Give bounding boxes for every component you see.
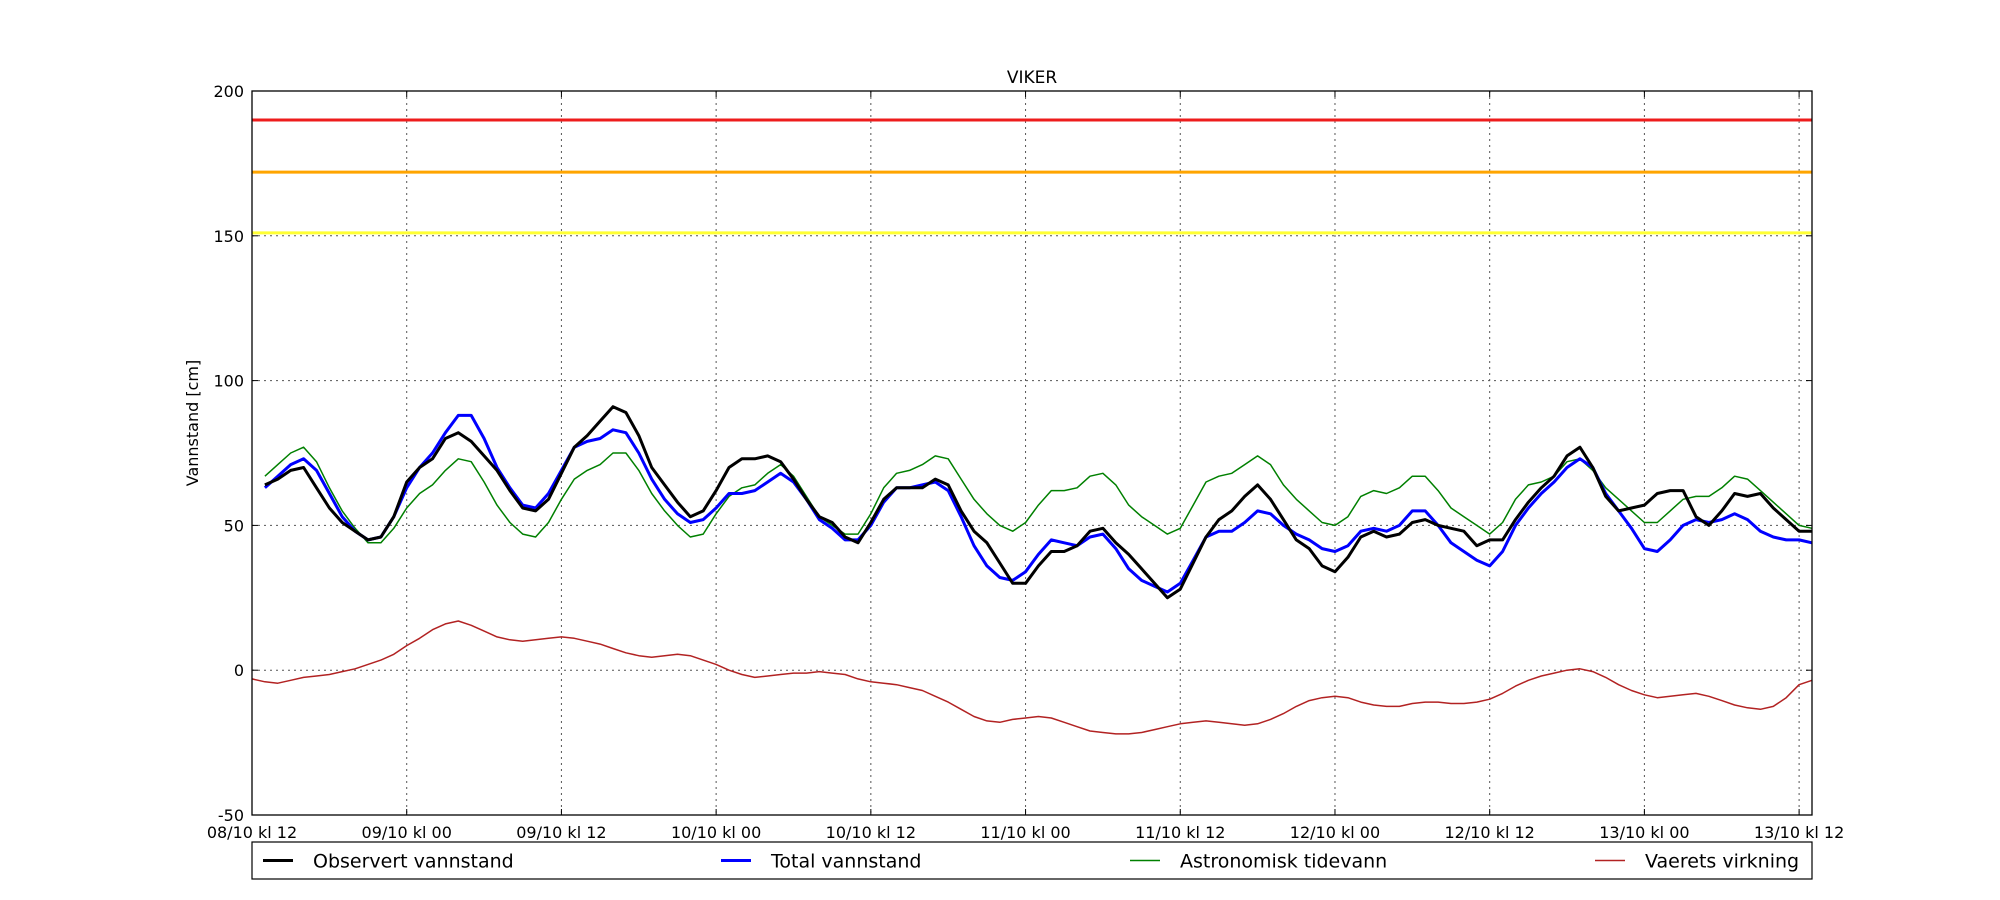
x-tick-label: 09/10 kl 00 — [362, 823, 452, 842]
y-tick-label: 200 — [213, 82, 244, 101]
y-tick-label: -50 — [218, 806, 244, 825]
series-lines — [251, 405, 1813, 735]
y-tick-label: 0 — [234, 661, 244, 680]
legend-label: Vaerets virkning — [1645, 851, 1799, 873]
x-tick-label: 08/10 kl 12 — [207, 823, 297, 842]
x-tick-label: 11/10 kl 12 — [1135, 823, 1225, 842]
series-line-vaerets-virkning — [251, 620, 1813, 735]
y-axis-label: Vannstand [cm] — [183, 360, 202, 486]
chart-title: VIKER — [1007, 68, 1058, 88]
axis-ticks: 08/10 kl 12 09/10 kl 00 09/10 kl 12 10/10 k… — [207, 82, 1844, 842]
y-tick-label: 100 — [213, 372, 244, 391]
x-tick-label: 11/10 kl 00 — [980, 823, 1070, 842]
x-tick-label: 12/10 kl 12 — [1445, 823, 1535, 842]
series-line-total-vannstand — [263, 413, 1813, 594]
x-tick-label: 13/10 kl 00 — [1599, 823, 1689, 842]
legend-label: Total vannstand — [770, 851, 921, 873]
legend-frame — [251, 841, 1813, 880]
threshold-lines — [252, 118, 1812, 235]
y-tick-label: 150 — [213, 227, 244, 246]
x-tick-label: 10/10 kl 12 — [826, 823, 916, 842]
x-tick-label: 13/10 kl 12 — [1754, 823, 1844, 842]
legend: Observert vannstand Total vannstand Astron… — [251, 841, 1813, 880]
x-tick-label: 09/10 kl 12 — [516, 823, 606, 842]
legend-label: Astronomisk tidevann — [1180, 851, 1387, 873]
series-line-astronomisk-tidevann — [264, 446, 1813, 544]
legend-label: Observert vannstand — [313, 851, 514, 873]
legend-items: Observert vannstand Total vannstand Astron… — [263, 851, 1799, 873]
plot-frame — [251, 90, 1813, 816]
grid-lines — [251, 90, 1812, 816]
series-line-observert-vannstand — [264, 405, 1812, 600]
x-tick-label: 10/10 kl 00 — [671, 823, 761, 842]
x-tick-label: 12/10 kl 00 — [1290, 823, 1380, 842]
y-tick-label: 50 — [224, 516, 244, 535]
